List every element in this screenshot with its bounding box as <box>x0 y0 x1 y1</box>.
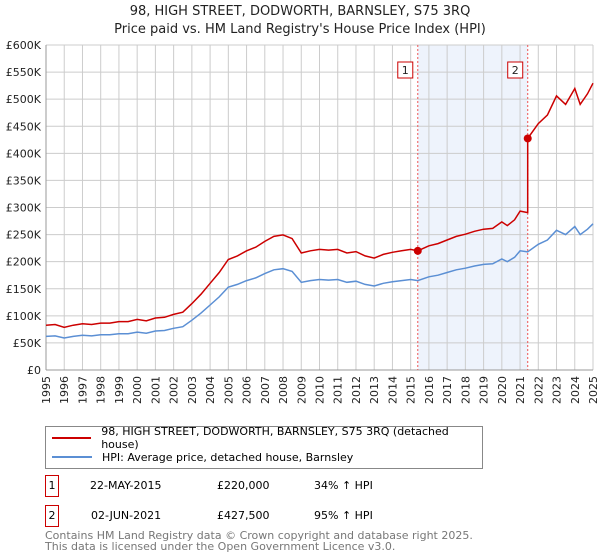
x-tick-label: 1998 <box>95 376 108 404</box>
legend-hpi-label: HPI: Average price, detached house, Barn… <box>102 450 354 464</box>
x-tick-label: 2000 <box>131 376 144 404</box>
x-tick-label: 2015 <box>405 376 418 404</box>
y-tick-label: £550K <box>6 66 42 79</box>
sale-marker-badge: 1 <box>45 475 59 497</box>
plot-area: £0 £50K £100K £150K £200K £250K £300K £350K £400… <box>6 39 600 404</box>
legend: 98, HIGH STREET, DODWORTH, BARNSLEY, S75… <box>45 425 483 469</box>
sale-date: 22-MAY-2015 <box>90 479 162 492</box>
x-tick-label: 2006 <box>241 376 254 404</box>
x-tick-label: 2019 <box>478 376 491 404</box>
sale-hpi-change: 95% ↑ HPI <box>314 509 373 522</box>
x-tick-label: 2001 <box>149 376 162 404</box>
sale-marker-label: 2 <box>512 64 519 77</box>
x-tick-label: 2017 <box>441 376 454 404</box>
x-tick-label: 2007 <box>259 376 272 404</box>
x-tick-label: 1996 <box>58 376 71 404</box>
x-tick-label: 2004 <box>204 376 217 404</box>
x-tick-label: 2021 <box>514 376 527 404</box>
footer-line-1: Contains HM Land Registry data © Crown c… <box>45 529 473 542</box>
y-tick-label: £300K <box>6 202 42 215</box>
y-tick-label: £100K <box>6 310 42 323</box>
x-tick-label: 2022 <box>532 376 545 404</box>
sale-marker-badge: 2 <box>45 505 59 527</box>
x-tick-label: 2003 <box>186 376 199 404</box>
x-tick-label: 2010 <box>314 376 327 404</box>
x-tick-label: 2024 <box>569 376 582 404</box>
property-price-line <box>45 82 594 329</box>
chart-subtitle: Price paid vs. HM Land Registry's House … <box>114 22 486 37</box>
y-tick-label: £350K <box>6 174 42 187</box>
y-tick-label: £50K <box>13 337 42 350</box>
y-tick-label: £600K <box>6 39 42 52</box>
sale-point <box>523 134 532 143</box>
x-tick-label: 1999 <box>113 376 126 404</box>
x-tick-label: 2018 <box>459 376 472 404</box>
x-tick-label: 2014 <box>386 376 399 404</box>
sale-price: £427,500 <box>217 509 270 522</box>
chart-title: 98, HIGH STREET, DODWORTH, BARNSLEY, S75… <box>129 4 471 19</box>
x-tick-label: 2005 <box>222 376 235 404</box>
sale-marker-label: 1 <box>402 64 409 77</box>
y-tick-label: £250K <box>6 229 42 242</box>
x-tick-label: 2012 <box>350 376 363 404</box>
y-tick-label: £150K <box>6 283 42 296</box>
y-tick-label: £400K <box>6 147 42 160</box>
footer: Contains HM Land Registry data © Crown c… <box>45 530 473 552</box>
footer-line-2: This data is licensed under the Open Gov… <box>45 540 396 553</box>
sale-price: £220,000 <box>217 479 270 492</box>
x-tick-label: 2008 <box>277 376 290 404</box>
y-tick-label: £200K <box>6 256 42 269</box>
legend-blue-line <box>52 456 92 458</box>
legend-red-line <box>52 437 92 439</box>
y-tick-label: £0 <box>27 364 41 377</box>
x-tick-label: 2023 <box>551 376 564 404</box>
sale-marker-box <box>397 61 414 79</box>
x-tick-label: 1995 <box>40 376 53 404</box>
sale-marker-box <box>507 61 524 79</box>
legend-property-label: 98, HIGH STREET, DODWORTH, BARNSLEY, S75… <box>101 425 449 451</box>
y-tick-label: £450K <box>6 120 42 133</box>
y-tick-label: £500K <box>6 93 42 106</box>
x-tick-label: 2013 <box>368 376 381 404</box>
sale-date: 02-JUN-2021 <box>91 509 162 522</box>
x-tick-label: 2002 <box>168 376 181 404</box>
x-tick-label: 2025 <box>587 376 600 404</box>
x-tick-label: 2009 <box>295 376 308 404</box>
x-tick-label: 2016 <box>423 376 436 404</box>
sale-hpi-change: 34% ↑ HPI <box>314 479 373 492</box>
x-tick-label: 1997 <box>76 376 89 404</box>
x-tick-label: 2011 <box>332 376 345 404</box>
x-tick-label: 2020 <box>496 376 509 404</box>
sale-point <box>413 246 422 255</box>
hpi-line <box>45 223 594 339</box>
